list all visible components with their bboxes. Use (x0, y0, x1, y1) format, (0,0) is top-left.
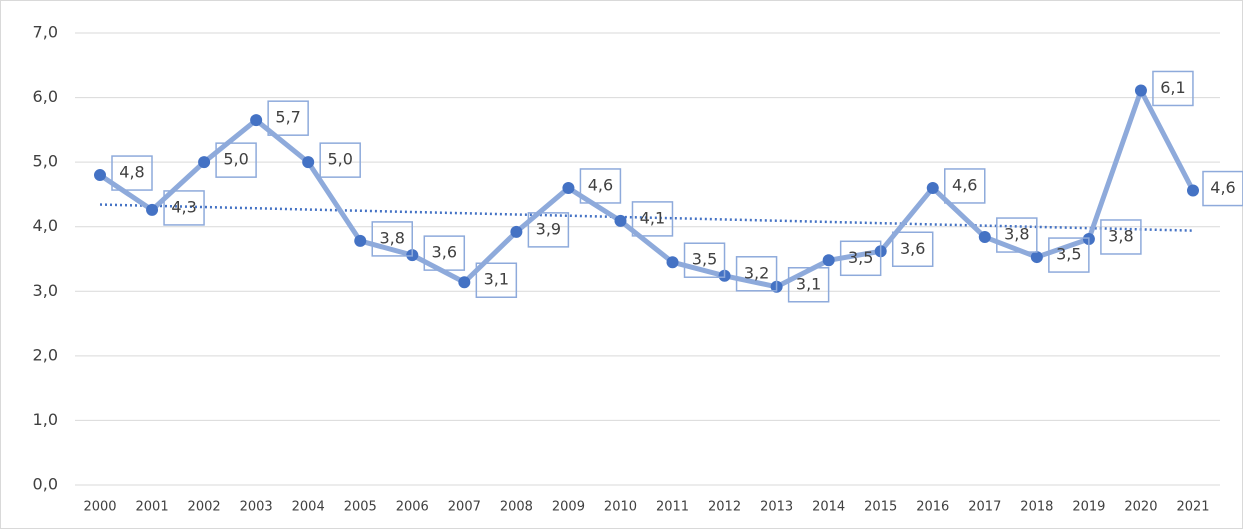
data-label: 3,2 (744, 263, 769, 282)
label-box (1100, 219, 1142, 255)
x-tick-label: 2004 (292, 500, 325, 515)
data-label: 3,1 (796, 274, 821, 293)
x-tick-label: 2014 (812, 500, 845, 515)
x-tick-label: 2013 (760, 500, 793, 515)
data-label: 3,6 (432, 243, 457, 262)
data-point (458, 276, 471, 289)
x-tick-label: 2018 (1020, 500, 1053, 515)
x-tick-label: 2003 (240, 500, 273, 515)
data-label: 3,5 (1056, 245, 1081, 264)
data-label: 4,8 (119, 163, 144, 182)
data-point (1030, 251, 1043, 264)
data-label: 4,6 (1210, 178, 1235, 197)
label-box (215, 142, 257, 178)
label-box (683, 242, 726, 278)
data-point (1187, 184, 1199, 197)
y-tick-label: 7,0 (33, 23, 58, 42)
data-label: 6,1 (1160, 78, 1185, 97)
label-box (423, 235, 466, 271)
label-box (475, 262, 518, 298)
data-label: 4,6 (952, 175, 977, 194)
data-point (978, 231, 991, 244)
data-label: 4,1 (640, 208, 665, 227)
y-tick-label: 4,0 (33, 216, 58, 235)
data-label: 3,1 (484, 270, 509, 289)
y-tick-label: 3,0 (33, 281, 58, 300)
y-tick-label: 1,0 (33, 410, 58, 429)
data-label: 3,6 (900, 239, 925, 258)
label-box (839, 240, 882, 277)
data-label: 3,8 (1004, 225, 1029, 244)
data-point (926, 181, 939, 194)
data-point (822, 254, 835, 267)
label-box (944, 168, 986, 204)
x-tick-label: 2005 (344, 500, 377, 515)
data-label: 5,0 (223, 150, 248, 169)
data-label: 3,9 (536, 219, 561, 238)
x-tick-label: 2019 (1072, 500, 1105, 515)
y-tick-label: 5,0 (33, 152, 58, 171)
x-tick-label: 2021 (1176, 500, 1209, 515)
x-tick-label: 2009 (552, 500, 585, 515)
data-point (250, 114, 263, 127)
x-tick-label: 2000 (83, 500, 116, 515)
data-point (562, 181, 575, 194)
label-box (1152, 70, 1194, 107)
x-tick-label: 2008 (500, 500, 533, 515)
trendline (99, 203, 1194, 232)
x-tick-label: 2012 (708, 500, 741, 515)
label-box (996, 217, 1038, 253)
label-box (1202, 170, 1243, 207)
data-point (94, 169, 106, 182)
x-tick-label: 2010 (604, 500, 637, 515)
label-box (891, 231, 934, 268)
data-point (146, 203, 159, 216)
data-line (98, 87, 1196, 290)
data-point (510, 225, 523, 238)
label-box (631, 201, 674, 237)
data-label: 3,8 (1108, 226, 1133, 245)
data-point (354, 234, 367, 247)
label-box (319, 142, 361, 178)
data-point (666, 256, 679, 269)
data-label: 5,0 (327, 150, 352, 169)
label-box (163, 190, 205, 226)
data-label: 3,5 (692, 250, 717, 269)
data-label: 4,6 (588, 175, 613, 194)
x-tick-label: 2006 (396, 500, 429, 515)
x-tick-label: 2007 (448, 500, 481, 515)
label-box (735, 256, 778, 292)
label-box (371, 221, 413, 257)
x-tick-label: 2020 (1124, 500, 1157, 515)
x-tick-label: 2002 (188, 500, 221, 515)
label-box (527, 212, 570, 248)
label-box (1048, 237, 1090, 273)
data-point (302, 156, 315, 169)
label-box (267, 100, 309, 136)
label-box (579, 168, 622, 204)
data-point (198, 156, 211, 169)
x-tick-label: 2001 (136, 500, 169, 515)
data-label: 4,3 (171, 197, 196, 216)
data-label: 3,5 (848, 248, 873, 267)
data-point (1134, 84, 1147, 97)
y-tick-label: 6,0 (33, 87, 58, 106)
data-label: 3,8 (380, 228, 405, 247)
y-tick-label: 2,0 (33, 345, 58, 364)
x-tick-label: 2015 (864, 500, 897, 515)
y-tick-label: 0,0 (33, 475, 58, 494)
label-box (787, 267, 830, 303)
data-label: 5,7 (275, 108, 300, 127)
x-tick-label: 2016 (916, 500, 949, 515)
label-box (111, 155, 153, 191)
data-point (614, 214, 627, 227)
x-tick-label: 2011 (656, 500, 689, 515)
x-tick-label: 2017 (968, 500, 1001, 515)
